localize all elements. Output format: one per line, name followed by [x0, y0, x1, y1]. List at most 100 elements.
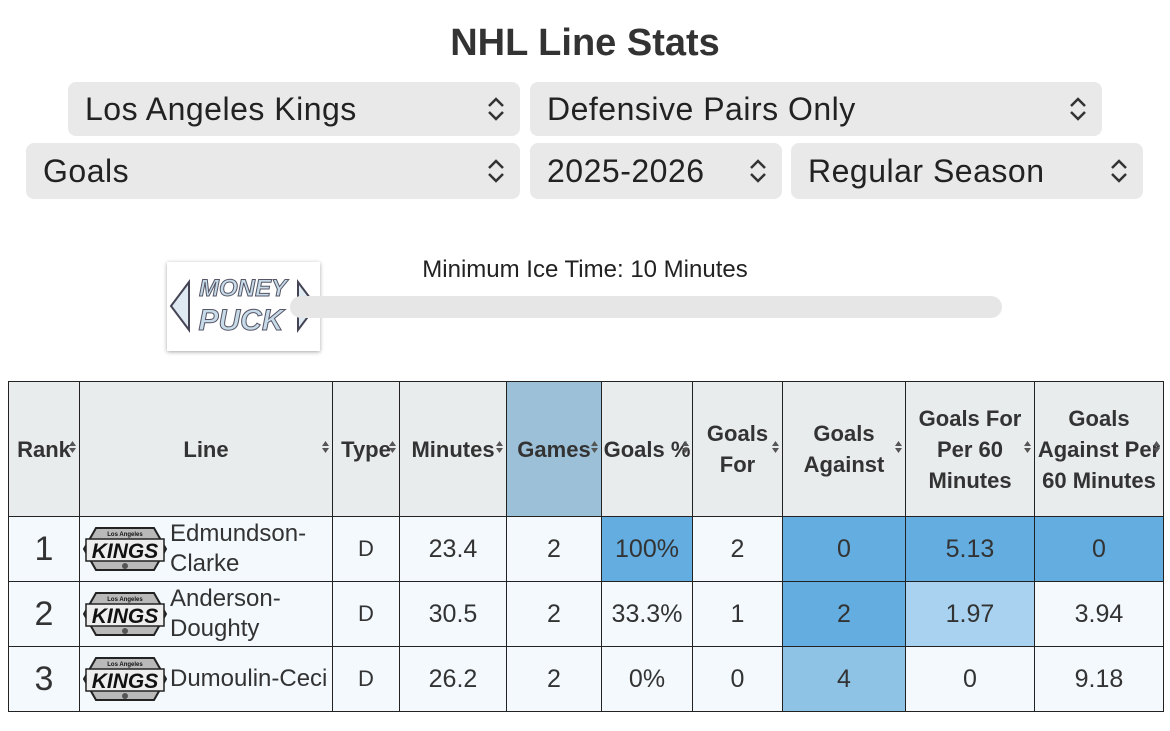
cell-text: 4: [837, 664, 851, 693]
table-cell: 2: [782, 581, 906, 647]
logo-small-text: Los Angeles: [107, 662, 143, 668]
dropdown-chevron: [1070, 97, 1086, 121]
table-body: 1 Los Angeles KINGS Edmundson-​Clarke D 23.4 2…: [8, 516, 1164, 712]
sort-icon: [1024, 441, 1031, 453]
dropdown-chevron: [488, 159, 504, 183]
column-header[interactable]: Goals Against: [782, 381, 906, 517]
chevron: [750, 159, 766, 183]
cell-text: 2: [547, 599, 561, 628]
cell-text: 1: [34, 529, 54, 568]
dropdown-chevron: [750, 159, 766, 183]
column-header[interactable]: Goals Against Per 60 Minutes: [1034, 381, 1164, 517]
column-header[interactable]: Line: [79, 381, 333, 517]
table-cell: 26.2: [399, 646, 507, 712]
table-cell: 1: [692, 581, 783, 647]
cell-text: 23.4: [428, 534, 478, 563]
line-cell: Los Angeles KINGS Anderson-​Doughty: [80, 584, 332, 644]
table-cell: 3.94: [1034, 581, 1164, 647]
sort-arrows: [1153, 441, 1160, 453]
table-cell: 5.13: [905, 516, 1035, 582]
table-row: 2 Los Angeles KINGS Anderson-​Doughty D 30.5 2…: [8, 581, 1164, 647]
table-cell: 1.97: [905, 581, 1035, 647]
table-row: 3 Los Angeles KINGS Dumoulin-​Ceci D 26.2 2 0% 0…: [8, 646, 1164, 712]
column-header-text: Goals %: [603, 436, 691, 462]
cell-text: 30.5: [428, 599, 478, 628]
table-cell: Los Angeles KINGS Edmundson-​Clarke: [79, 516, 333, 582]
column-header[interactable]: Games: [506, 381, 602, 517]
dropdown[interactable]: Los Angeles Kings: [68, 82, 520, 136]
dropdown[interactable]: Defensive Pairs Only: [530, 82, 1102, 136]
column-header-text: Goals Against: [803, 421, 885, 477]
table-cell: 100%: [601, 516, 693, 582]
team-logo: Los Angeles KINGS: [82, 657, 168, 701]
column-header-text: Goals For: [706, 421, 769, 477]
sort-icon: [389, 441, 396, 453]
table-cell: 2: [506, 646, 602, 712]
chevron: [1070, 97, 1086, 121]
cell-text: 5.13: [945, 534, 995, 563]
column-header[interactable]: Goals For: [692, 381, 783, 517]
table-cell: 33.3%: [601, 581, 693, 647]
line-name: Anderson-​Doughty: [170, 585, 281, 642]
sort-icon: [322, 441, 329, 453]
dropdown[interactable]: 2025-2026: [530, 143, 782, 199]
table-cell: D: [332, 646, 400, 712]
cell-text: 100%: [615, 534, 679, 563]
table-cell: 9.18: [1034, 646, 1164, 712]
table-cell: 1: [8, 516, 80, 582]
column-header-text: Goals For Per 60 Minutes: [918, 405, 1022, 493]
column-header-text: Games: [517, 436, 591, 462]
column-header[interactable]: Goals For Per 60 Minutes: [905, 381, 1035, 517]
logo-big-text: KINGS: [92, 670, 159, 693]
dropdown[interactable]: Regular Season: [791, 143, 1143, 199]
cell-text: 26.2: [428, 664, 478, 693]
sort-icon: [772, 441, 779, 453]
cell-text: 3.94: [1074, 599, 1124, 628]
column-header[interactable]: Minutes: [399, 381, 507, 517]
table-cell: 2: [8, 581, 80, 647]
column-header[interactable]: Type: [332, 381, 400, 517]
sort-arrows: [496, 441, 503, 453]
sort-icon: [895, 441, 902, 453]
logo-crown: [122, 628, 128, 634]
column-header-text: Type: [341, 436, 391, 462]
dropdown-chevron: [488, 97, 504, 121]
sort-arrows: [1024, 441, 1031, 453]
column-header-text: Minutes: [411, 436, 495, 462]
logo-word: PUCK: [198, 304, 285, 337]
table-cell: 30.5: [399, 581, 507, 647]
page-title: NHL Line Stats: [450, 22, 720, 64]
column-header-text: Goals Against Per 60 Minutes: [1037, 405, 1161, 493]
logo-band: [85, 538, 165, 562]
chevron: [488, 97, 504, 121]
cell-text: 0%: [628, 664, 666, 693]
cell-text: D: [358, 666, 374, 691]
logo-band: [85, 668, 165, 692]
logo-big-text: KINGS: [92, 540, 159, 563]
table-cell: 0: [905, 646, 1035, 712]
cell-text: 0: [963, 664, 977, 693]
sort-icon: [1153, 441, 1160, 453]
cell-text: 3: [34, 659, 54, 698]
cell-text: 1: [730, 599, 745, 628]
dropdown-value: Goals: [43, 152, 130, 189]
sort-arrows: [772, 441, 779, 453]
cell-text: D: [358, 601, 374, 626]
logo-small-text: Los Angeles: [107, 597, 143, 603]
line-cell: Los Angeles KINGS Dumoulin-​Ceci: [80, 650, 332, 708]
dropdown[interactable]: Goals: [26, 143, 520, 199]
logo-band: [85, 603, 165, 627]
slider-track[interactable]: [290, 296, 1002, 318]
dropdown-value: 2025-2026: [547, 152, 705, 189]
column-header[interactable]: Goals %: [601, 381, 693, 517]
header-row: Rank Line Type Minutes Games Goals % Goals For…: [8, 381, 1164, 517]
cell-text: 33.3%: [611, 599, 683, 628]
line-name: Edmundson-​Clarke: [170, 520, 307, 577]
dropdown-chevron: [1111, 159, 1127, 183]
sort-arrows: [322, 441, 329, 453]
team-logo: Los Angeles KINGS: [82, 527, 168, 571]
cell-text: 2: [730, 534, 745, 563]
logo-small-text: Los Angeles: [107, 532, 143, 538]
column-header[interactable]: Rank: [8, 381, 80, 517]
table-cell: 0%: [601, 646, 693, 712]
